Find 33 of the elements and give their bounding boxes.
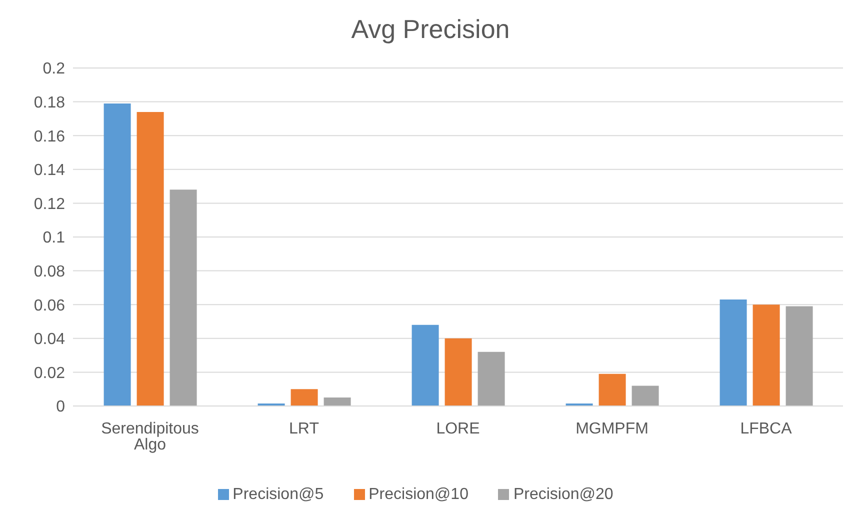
bar <box>444 338 472 406</box>
x-tick-label: LFBCA <box>740 420 792 438</box>
legend-label: Precision@10 <box>368 486 468 503</box>
y-tick-label: 0.18 <box>34 94 66 112</box>
legend-label: Precision@5 <box>232 486 324 503</box>
bar <box>136 112 164 406</box>
y-tick-label: 0 <box>56 398 66 416</box>
bar <box>412 324 439 406</box>
y-tick-label: 0.12 <box>34 196 66 213</box>
y-tick-label: 0.14 <box>34 162 66 180</box>
bar <box>752 304 780 406</box>
y-tick-label: 0.16 <box>34 128 66 146</box>
bar <box>170 190 197 406</box>
bar <box>598 374 626 406</box>
y-tick-label: 0.06 <box>34 297 66 314</box>
y-tick-label: 0.04 <box>34 331 66 348</box>
y-tick-label: 0.08 <box>34 263 66 280</box>
x-tick-label: Serendipitous Algo <box>101 420 199 454</box>
y-tick-label: 0.2 <box>42 60 66 78</box>
x-tick-label: MGMPFM <box>576 420 648 438</box>
bar <box>478 352 505 406</box>
x-tick-label: LRT <box>289 420 320 438</box>
chart-title: Avg Precision <box>350 13 511 46</box>
bar <box>104 103 131 406</box>
y-tick-label: 0.1 <box>42 230 66 247</box>
bar <box>720 300 747 406</box>
bar <box>324 398 351 406</box>
bar <box>632 386 659 406</box>
bar <box>786 306 813 406</box>
x-tick-label: LORE <box>436 420 480 438</box>
bar <box>290 389 318 406</box>
y-tick-label: 0.02 <box>34 364 66 382</box>
legend-label: Precision@20 <box>513 486 614 503</box>
